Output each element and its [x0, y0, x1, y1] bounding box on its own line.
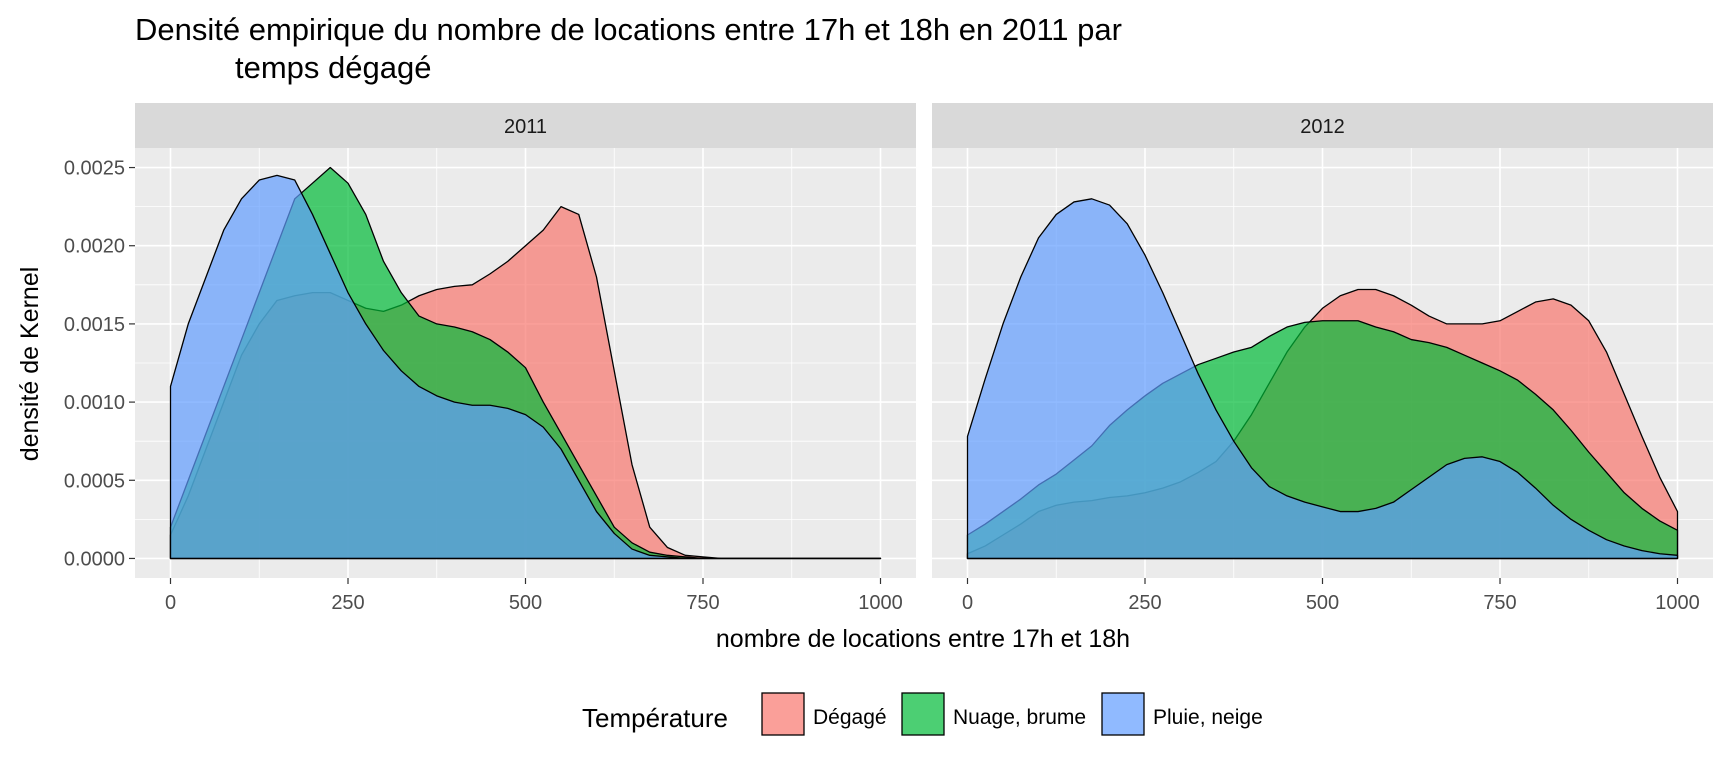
facet-strip-label: 2011 [504, 116, 547, 138]
y-tick-label: 0.0010 [64, 392, 125, 414]
facet-strip [135, 103, 916, 148]
facet-panels: 2011 0 250 500 750 1000 0.0000 0.0005 0.0010 0.00… [64, 103, 1713, 614]
chart-title-line-1: Densité empirique du nombre de locations… [135, 12, 1122, 47]
legend-label: Pluie, neige [1153, 706, 1263, 729]
x-tick-label: 1000 [858, 592, 903, 614]
y-tick-label: 0.0000 [64, 548, 125, 570]
legend-swatch [1101, 692, 1145, 736]
x-tick-label: 500 [1306, 592, 1339, 614]
x-axis-title: nombre de locations entre 17h et 18h [716, 625, 1130, 653]
y-tick-label: 0.0005 [64, 470, 125, 492]
density-area-pluie-neige [966, 198, 1679, 560]
panel-2011: 2011 0 250 500 750 1000 0.0000 0.0005 0.0010 0.00… [64, 103, 916, 614]
legend: Température Dégagé Nuage, brume Pluie, nei… [582, 692, 1263, 736]
y-tick-label: 0.0015 [64, 314, 125, 336]
x-tick-label: 0 [165, 592, 176, 614]
legend-swatch [901, 692, 945, 736]
x-tick-label: 750 [686, 592, 719, 614]
panel-2012: 2012 0 250 500 750 1000 [932, 103, 1713, 614]
x-tick-label: 750 [1483, 592, 1516, 614]
legend-item-pluie-neige: Pluie, neige [1101, 692, 1263, 736]
facet-strip-label: 2012 [1300, 116, 1345, 138]
x-tick-label: 250 [1128, 592, 1161, 614]
x-tick-label: 250 [331, 592, 364, 614]
x-tick-label: 0 [962, 592, 973, 614]
legend-title: Température [582, 703, 728, 733]
legend-swatch [761, 692, 805, 736]
legend-item-degage: Dégagé [761, 692, 887, 736]
facet-strip [932, 103, 1713, 148]
chart-title-line-2: temps dégagé [235, 50, 431, 85]
y-tick-label: 0.0025 [64, 158, 125, 180]
legend-label: Dégagé [813, 706, 887, 729]
y-tick-label: 0.0020 [64, 236, 125, 258]
legend-label: Nuage, brume [953, 706, 1086, 729]
density-area-pluie-neige [169, 174, 882, 560]
legend-item-nuage-brume: Nuage, brume [901, 692, 1086, 736]
x-tick-label: 500 [509, 592, 542, 614]
y-axis-title: densité de Kernel [16, 267, 44, 462]
x-tick-label: 1000 [1655, 592, 1700, 614]
